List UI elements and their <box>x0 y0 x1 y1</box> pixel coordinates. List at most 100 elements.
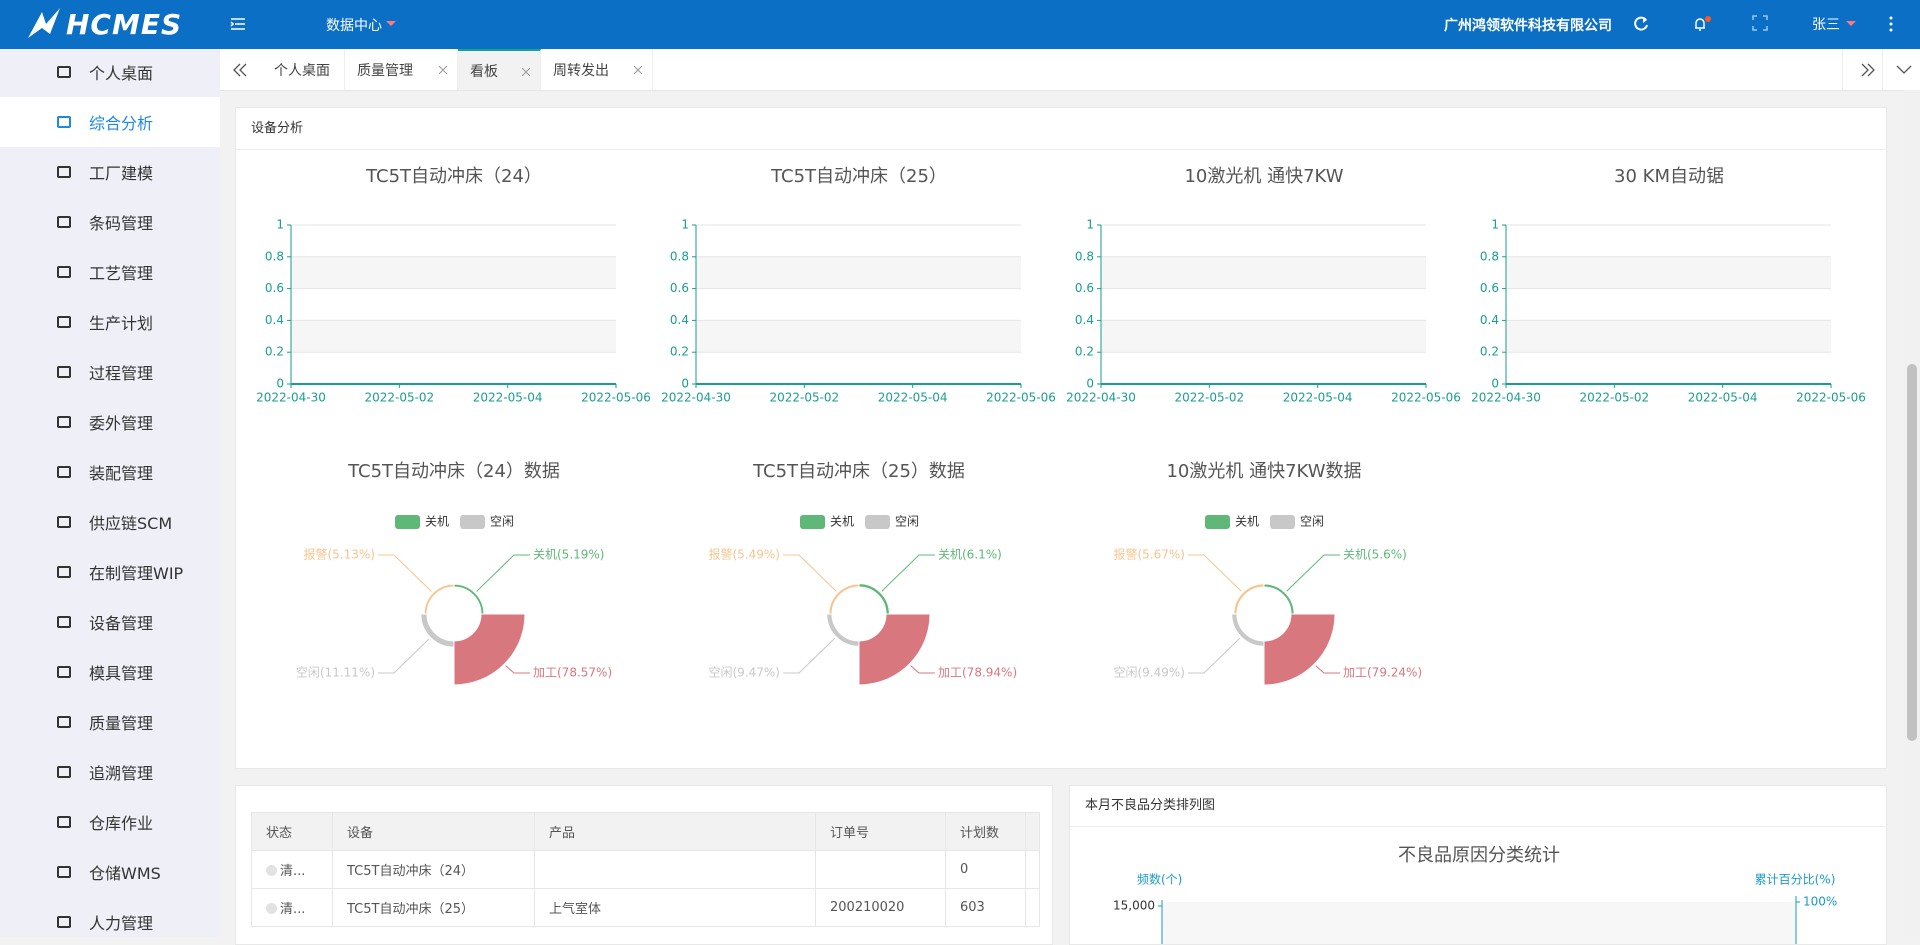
tab[interactable]: 周转发出 <box>541 49 653 90</box>
tabs-scroll-left[interactable] <box>232 62 248 78</box>
sidebar-item[interactable]: 个人桌面 <box>0 49 220 97</box>
sidebar-item[interactable]: 仓储WMS <box>0 847 220 897</box>
legend-swatch <box>865 515 890 529</box>
close-glyph <box>439 66 447 74</box>
x-tick-label: 2022-04-30 <box>1066 391 1136 405</box>
pie-chart-title: TC5T自动冲床（24）数据 <box>347 461 560 482</box>
cell-text: 0 <box>960 862 969 877</box>
sidebar-item[interactable]: 工艺管理 <box>0 247 220 297</box>
y-tick-label: 0.6 <box>265 281 284 295</box>
slice-label: 报警(5.49%) <box>709 547 781 562</box>
logo-text: HCMES <box>66 8 183 41</box>
divider <box>1842 49 1843 90</box>
tab-close[interactable] <box>522 68 530 76</box>
sidebar-icon <box>57 316 71 328</box>
sidebar-label: 个人桌面 <box>89 64 154 83</box>
sidebar-item[interactable]: 生产计划 <box>0 297 220 347</box>
menu-toggle[interactable] <box>230 16 246 32</box>
y-tick-label: 0.4 <box>265 313 284 327</box>
slice-label: 关机(6.1%) <box>938 548 1002 562</box>
tab[interactable]: 看板 <box>458 49 541 90</box>
panel-title: 本月不良品分类排列图 <box>1070 786 1886 827</box>
more-button[interactable] <box>1888 15 1894 33</box>
sidebar-item[interactable]: 装配管理 <box>0 447 220 497</box>
tab-close[interactable] <box>439 66 447 74</box>
sidebar-item[interactable]: 质量管理 <box>0 697 220 747</box>
menu-data-center[interactable]: 数据中心 <box>326 18 382 34</box>
scrollbar-thumb[interactable] <box>1907 364 1917 741</box>
y-tick-label: 0.6 <box>1480 281 1499 295</box>
tab-close[interactable] <box>634 66 642 74</box>
slice-label: 空闲(11.11%) <box>296 666 375 680</box>
y-tick-label: 1 <box>276 218 284 232</box>
panel-title: 设备分析 <box>236 108 1886 150</box>
slice-label: 加工(79.24%) <box>1343 666 1422 680</box>
x-tick-label: 2022-05-04 <box>473 391 543 405</box>
legend-label: 空闲 <box>490 515 514 529</box>
label-leader <box>910 665 935 674</box>
line-chart-title: TC5T自动冲床（24） <box>365 166 542 187</box>
pie-chart-title: 10激光机 通快7KW数据 <box>1166 461 1361 482</box>
sidebar-item[interactable]: 人力管理 <box>0 897 220 937</box>
sidebar-item[interactable]: 追溯管理 <box>0 747 220 797</box>
table-cell: 清... <box>251 888 333 927</box>
sidebar-item[interactable]: 在制管理WIP <box>0 547 220 597</box>
sidebar-icon <box>57 866 71 878</box>
column-header: 设备 <box>332 812 535 851</box>
y-tick-label: 0.8 <box>670 249 689 263</box>
sidebar-item[interactable]: 条码管理 <box>0 197 220 247</box>
legend-swatch <box>395 515 420 529</box>
sidebar-icon <box>57 516 71 528</box>
tabs-scroll-right[interactable] <box>1860 62 1876 78</box>
sidebar-item[interactable]: 设备管理 <box>0 597 220 647</box>
dropdown-caret <box>1846 21 1856 26</box>
slice-label: 关机(5.19%) <box>533 548 605 562</box>
sidebar-item[interactable]: 委外管理 <box>0 397 220 447</box>
sidebar-item[interactable]: 供应链SCM <box>0 497 220 547</box>
pie-slice <box>1233 583 1265 615</box>
legend-label: 关机 <box>1235 515 1259 529</box>
user-name[interactable]: 张三 <box>1812 17 1840 33</box>
pie-slice <box>1263 613 1336 686</box>
pie-slice <box>453 613 526 686</box>
sidebar-icon <box>57 216 71 228</box>
tab-label: 看板 <box>470 63 498 80</box>
cell-text: 603 <box>960 900 985 915</box>
x-tick-label: 2022-05-06 <box>1391 391 1461 405</box>
grid-band <box>1506 256 1831 289</box>
sidebar-icon <box>57 616 71 628</box>
sidebar-label: 仓储WMS <box>89 864 161 883</box>
close-glyph <box>634 66 642 74</box>
y-tick-label: 0.2 <box>1480 345 1499 359</box>
column-header: 订单号 <box>815 812 946 851</box>
tab[interactable]: 质量管理 <box>345 49 458 90</box>
status-table-panel: 状态 设备 产品 订单号 计划数 清... TC5T自动冲床（24） 0 清... TC5T自动冲… <box>235 785 1053 945</box>
x-tick-label: 2022-04-30 <box>661 391 731 405</box>
grid-band <box>291 320 616 353</box>
tab-bar: 个人桌面 质量管理 看板 周转发出 <box>220 49 1920 91</box>
cell-text: TC5T自动冲床（25） <box>347 902 475 917</box>
equipment-panel: 设备分析 TC5T自动冲床（24） 0 0.2 0.4 0.6 0.8 1 2022-04-3… <box>235 107 1887 769</box>
sidebar-item[interactable]: 仓库作业 <box>0 797 220 847</box>
fullscreen-button[interactable] <box>1752 15 1768 31</box>
sidebar-item[interactable]: 模具管理 <box>0 647 220 697</box>
notification-bell[interactable] <box>1692 15 1712 33</box>
sidebar-item[interactable]: 工厂建模 <box>0 147 220 197</box>
sidebar-item[interactable]: 过程管理 <box>0 347 220 397</box>
grid-band <box>291 256 616 289</box>
sidebar-item[interactable]: 综合分析 <box>0 97 220 147</box>
chart-title: 不良品原因分类统计 <box>1398 845 1560 866</box>
refresh-button[interactable] <box>1632 15 1650 33</box>
table-cell: 清... <box>251 850 333 889</box>
y-axis-label: 频数(个) <box>1137 872 1182 887</box>
line-chart-title: 10激光机 通快7KW <box>1184 166 1343 187</box>
sidebar-label: 追溯管理 <box>89 764 154 783</box>
label-leader <box>1315 665 1340 674</box>
table-cell: 603 <box>945 888 1026 927</box>
tab[interactable]: 个人桌面 <box>262 49 345 90</box>
status-table: 状态 设备 产品 订单号 计划数 清... TC5T自动冲床（24） 0 清... TC5T自动冲… <box>251 812 1040 927</box>
label-leader <box>1188 554 1242 592</box>
sidebar-icon <box>57 816 71 828</box>
tabs-menu[interactable] <box>1896 64 1912 76</box>
status-dot <box>266 903 277 914</box>
